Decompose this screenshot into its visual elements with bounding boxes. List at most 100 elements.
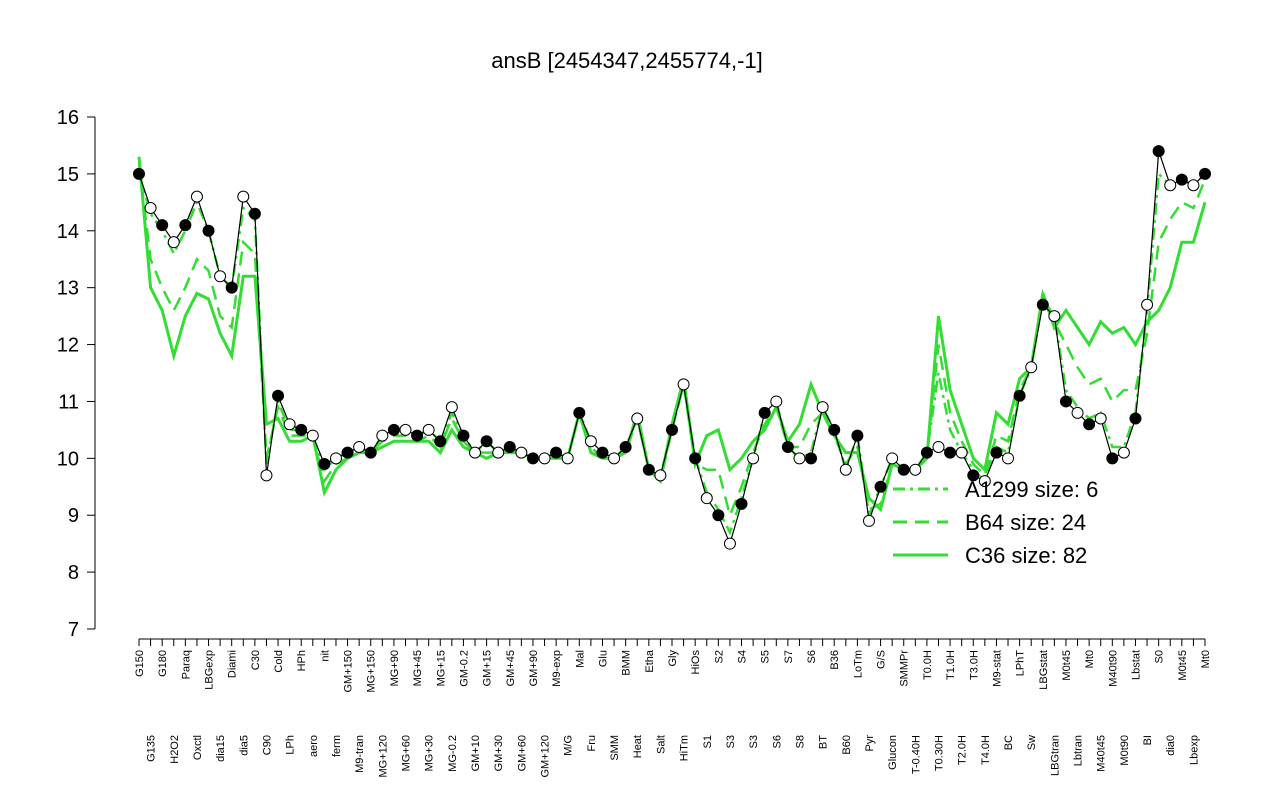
x-tick-label: MG+30 bbox=[424, 735, 436, 771]
y-tick-label: 7 bbox=[68, 619, 79, 641]
x-tick-label: G150 bbox=[134, 650, 146, 677]
point bbox=[1199, 167, 1211, 180]
x-tick-label: M40t45 bbox=[1096, 735, 1108, 772]
point bbox=[469, 446, 482, 459]
point bbox=[272, 389, 285, 402]
point bbox=[445, 401, 458, 414]
point bbox=[967, 469, 980, 482]
x-tick-label: Mt0 bbox=[1200, 650, 1212, 668]
point bbox=[422, 423, 435, 436]
point bbox=[1117, 446, 1130, 459]
point bbox=[932, 440, 945, 453]
x-tick-label: GM+45 bbox=[505, 650, 517, 686]
series-line bbox=[137, 162, 1207, 520]
x-tick-label: S7 bbox=[783, 650, 795, 663]
point bbox=[1094, 412, 1107, 425]
point bbox=[1152, 145, 1165, 158]
point bbox=[1025, 361, 1038, 374]
point bbox=[237, 190, 250, 203]
point bbox=[399, 423, 412, 436]
x-tick-label: G/S bbox=[876, 650, 888, 669]
point bbox=[828, 423, 841, 436]
x-tick-label: SMMPr bbox=[899, 650, 911, 687]
series-line bbox=[137, 156, 1207, 513]
x-tick-label: GM+120 bbox=[540, 735, 552, 778]
point bbox=[723, 537, 736, 550]
point bbox=[839, 463, 852, 476]
point bbox=[190, 190, 203, 203]
x-tick-label: HiTm bbox=[679, 735, 691, 761]
point bbox=[1036, 298, 1049, 311]
point bbox=[689, 452, 702, 465]
point bbox=[1164, 179, 1177, 192]
x-tick-label: S2 bbox=[713, 650, 725, 663]
point bbox=[747, 452, 760, 465]
point bbox=[387, 423, 400, 436]
x-tick-label: B36 bbox=[829, 650, 841, 670]
x-tick-label: MG+90 bbox=[389, 650, 401, 686]
point bbox=[816, 401, 829, 414]
point bbox=[666, 423, 678, 436]
x-tick-label: H2O2 bbox=[169, 735, 181, 764]
point bbox=[584, 435, 597, 448]
point bbox=[295, 423, 308, 436]
x-tick-label: HiOs bbox=[690, 650, 702, 675]
point bbox=[897, 463, 910, 476]
point bbox=[909, 463, 922, 476]
point bbox=[851, 429, 864, 442]
point bbox=[526, 452, 539, 465]
point bbox=[642, 463, 655, 476]
point bbox=[677, 378, 690, 391]
point bbox=[329, 452, 342, 465]
x-tick-label: T0.30H bbox=[934, 735, 946, 771]
x-tick-label: GM+150 bbox=[343, 650, 355, 693]
point bbox=[1002, 452, 1015, 465]
x-tick-label: S1 bbox=[702, 735, 714, 748]
y-tick-label: 12 bbox=[57, 335, 79, 357]
point bbox=[561, 452, 574, 465]
y-tick-label: 14 bbox=[57, 221, 79, 243]
x-tick-label: BMM bbox=[621, 650, 633, 676]
point bbox=[758, 406, 771, 419]
x-tick-label: LBGstat bbox=[1038, 650, 1050, 690]
point bbox=[306, 429, 319, 442]
x-tick-label: nit bbox=[319, 650, 331, 662]
point bbox=[480, 435, 493, 448]
x-tick-label: LBGexp bbox=[204, 650, 216, 690]
point bbox=[1106, 452, 1119, 465]
point bbox=[793, 452, 806, 465]
x-tick-label: dia0 bbox=[1165, 735, 1177, 756]
point bbox=[318, 458, 331, 471]
point bbox=[654, 469, 667, 482]
x-tick-label: M9-tran bbox=[354, 735, 366, 773]
x-tick-label: Glucon bbox=[887, 735, 899, 770]
point bbox=[225, 281, 238, 294]
x-tick-label: C30 bbox=[250, 650, 262, 670]
x-tick-label: Oxctl bbox=[192, 735, 204, 760]
point bbox=[1083, 418, 1096, 431]
x-tick-label: S5 bbox=[760, 650, 772, 663]
point bbox=[503, 440, 516, 453]
x-tick-label: dia5 bbox=[238, 735, 250, 756]
point bbox=[944, 446, 957, 459]
x-tick-label: Diami bbox=[227, 650, 239, 678]
x-tick-label: LPhT bbox=[1015, 650, 1027, 677]
x-tick-label: T4.0H bbox=[980, 735, 992, 765]
point bbox=[874, 480, 887, 493]
point bbox=[1141, 298, 1154, 311]
point bbox=[862, 514, 875, 527]
point bbox=[700, 492, 713, 505]
x-tick-label: S0 bbox=[1154, 650, 1166, 663]
x-tick-label: S3 bbox=[748, 735, 760, 748]
x-tick-label: BC bbox=[1003, 735, 1015, 750]
x-tick-label: MG+60 bbox=[401, 735, 413, 771]
x-tick-label: aero bbox=[308, 735, 320, 757]
x-tick-label: M0t90 bbox=[1119, 735, 1131, 766]
x-tick-label: B60 bbox=[841, 735, 853, 755]
chart-title: ansB [2454347,2455774,-1] bbox=[491, 48, 763, 73]
point bbox=[920, 446, 933, 459]
point bbox=[364, 446, 377, 459]
x-tick-label: ferm bbox=[331, 735, 343, 757]
x-tick-label: MG-0.2 bbox=[447, 735, 459, 772]
